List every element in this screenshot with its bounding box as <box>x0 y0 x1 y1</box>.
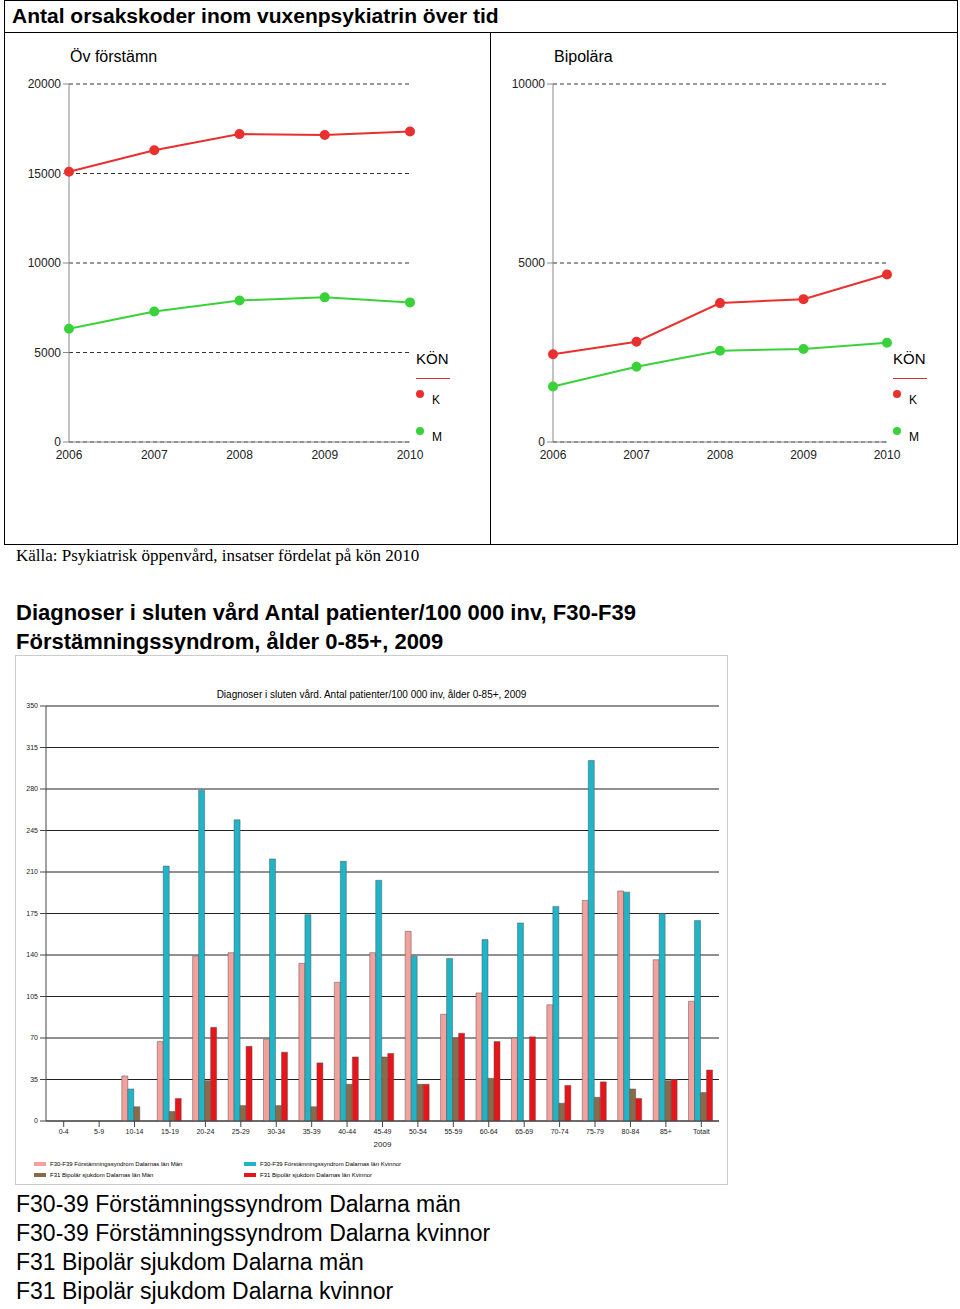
html-text:F30-F39 Förstämningssyndrom Da: F30-F39 Förstämningssyndrom Dalarnas län… <box>260 1160 402 1167</box>
svg-text:55-59: 55-59 <box>444 1128 462 1135</box>
svg-text:20-24: 20-24 <box>196 1128 214 1135</box>
html-text:M: M <box>432 430 442 444</box>
svg-text:45-49: 45-49 <box>374 1128 392 1135</box>
svg-text:50-54: 50-54 <box>409 1128 427 1135</box>
svg-text:2009: 2009 <box>311 448 338 462</box>
svg-text:2008: 2008 <box>226 448 253 462</box>
svg-text:0: 0 <box>34 1117 38 1124</box>
html-text:Källa: Psykiatrisk öppenvård,: Källa: Psykiatrisk öppenvård, insatser f… <box>16 546 420 565</box>
svg-text:5-9: 5-9 <box>94 1128 104 1135</box>
html-text:Bipolära: Bipolära <box>554 48 613 65</box>
svg-text:245: 245 <box>26 827 38 834</box>
svg-text:2010: 2010 <box>397 448 424 462</box>
html-text:F31 Bipolär sjukdom Dalarnas l: F31 Bipolär sjukdom Dalarnas län Män <box>50 1171 154 1178</box>
html-text:M: M <box>909 430 919 444</box>
html-text:Diagnoser i sluten vård Antal: Diagnoser i sluten vård Antal patienter/… <box>16 600 636 625</box>
svg-text:175: 175 <box>26 910 38 917</box>
svg-text:80-84: 80-84 <box>621 1128 639 1135</box>
html-text:KÖN: KÖN <box>893 350 926 367</box>
svg-text:35: 35 <box>30 1076 38 1083</box>
svg-text:2008: 2008 <box>707 448 734 462</box>
svg-text:10000: 10000 <box>512 77 546 91</box>
svg-text:140: 140 <box>26 951 38 958</box>
html-text:Antal orsakskoder inom vuxenps: Antal orsakskoder inom vuxenpsykiatrin ö… <box>12 4 499 27</box>
svg-text:350: 350 <box>26 702 38 709</box>
html-text:F31 Bipolär sjukdom Dalarna mä: F31 Bipolär sjukdom Dalarna män <box>16 1249 364 1275</box>
svg-text:2006: 2006 <box>540 448 567 462</box>
html-text:F30-39 Förstämningssyndrom Dal: F30-39 Förstämningssyndrom Dalarna män <box>16 1191 461 1217</box>
svg-text:2007: 2007 <box>141 448 168 462</box>
svg-text:70-74: 70-74 <box>551 1128 569 1135</box>
html-text:F30-39 Förstämningssyndrom Dal: F30-39 Förstämningssyndrom Dalarna kvinn… <box>16 1220 491 1246</box>
svg-text:0: 0 <box>54 435 61 449</box>
html-text:Förstämningssyndrom, ålder 0-8: Förstämningssyndrom, ålder 0-85+, 2009 <box>16 629 444 654</box>
svg-text:75-79: 75-79 <box>586 1128 604 1135</box>
svg-text:25-29: 25-29 <box>232 1128 250 1135</box>
svg-text:65-69: 65-69 <box>515 1128 533 1135</box>
svg-text:10000: 10000 <box>28 256 62 270</box>
svg-text:Totalt: Totalt <box>693 1128 710 1135</box>
svg-text:5000: 5000 <box>34 346 61 360</box>
svg-text:15-19: 15-19 <box>161 1128 179 1135</box>
svg-text:35-39: 35-39 <box>303 1128 321 1135</box>
svg-text:2010: 2010 <box>874 448 901 462</box>
html-text:KÖN: KÖN <box>416 350 449 367</box>
svg-text:315: 315 <box>26 744 38 751</box>
svg-text:15000: 15000 <box>28 167 62 181</box>
svg-text:5000: 5000 <box>518 256 545 270</box>
svg-text:10-14: 10-14 <box>126 1128 144 1135</box>
svg-text:2007: 2007 <box>623 448 650 462</box>
svg-text:280: 280 <box>26 785 38 792</box>
html-text:K: K <box>909 393 917 407</box>
svg-text:70: 70 <box>30 1034 38 1041</box>
html-text:K: K <box>432 393 440 407</box>
html-text:F31 Bipolär sjukdom Dalarna kv: F31 Bipolär sjukdom Dalarna kvinnor <box>16 1278 394 1304</box>
svg-text:0-4: 0-4 <box>59 1128 69 1135</box>
svg-text:105: 105 <box>26 993 38 1000</box>
svg-text:40-44: 40-44 <box>338 1128 356 1135</box>
svg-text:60-64: 60-64 <box>480 1128 498 1135</box>
svg-text:85+: 85+ <box>660 1128 672 1135</box>
svg-text:0: 0 <box>538 435 545 449</box>
svg-text:30-34: 30-34 <box>267 1128 285 1135</box>
html-text:F31 Bipolär sjukdom Dalarnas l: F31 Bipolär sjukdom Dalarnas län Kvinnor <box>260 1171 373 1178</box>
html-text:Öv förstämn: Öv förstämn <box>70 48 158 65</box>
svg-text:2009: 2009 <box>374 1140 392 1149</box>
svg-text:210: 210 <box>26 868 38 875</box>
html-text:Diagnoser i sluten vård. Antal: Diagnoser i sluten vård. Antal patienter… <box>216 689 527 700</box>
svg-text:2009: 2009 <box>790 448 817 462</box>
svg-text:20000: 20000 <box>28 77 62 91</box>
html-text:F30-F39 Förstämningssyndrom Da: F30-F39 Förstämningssyndrom Dalarnas län… <box>50 1160 183 1167</box>
svg-text:2006: 2006 <box>56 448 83 462</box>
